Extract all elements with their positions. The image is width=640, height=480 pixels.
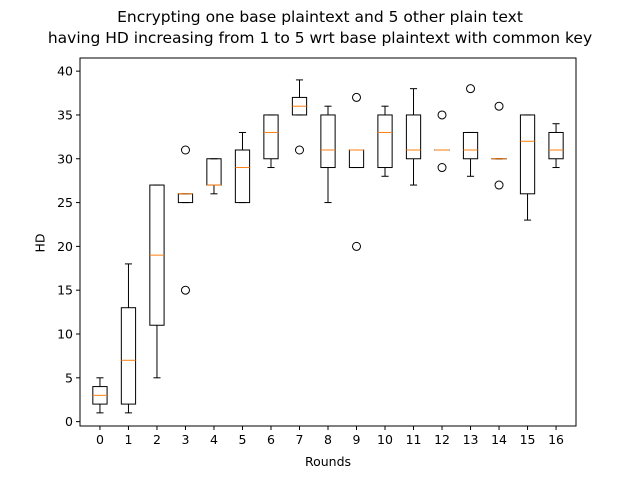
y-axis: 0 5 10 15 20 25 30 35 40 bbox=[57, 64, 80, 429]
x-tick-label: 1 bbox=[124, 432, 132, 447]
x-tick-label: 11 bbox=[406, 432, 422, 447]
outlier-point bbox=[437, 163, 447, 173]
box-round-12 bbox=[434, 110, 450, 173]
box-round-9 bbox=[348, 92, 365, 251]
y-tick-label: 25 bbox=[57, 195, 73, 210]
box-round-2 bbox=[149, 184, 165, 379]
iqr-box bbox=[548, 131, 564, 160]
y-tick-label: 5 bbox=[65, 370, 73, 385]
outlier-point bbox=[352, 92, 362, 102]
y-tick-label: 10 bbox=[57, 327, 73, 342]
y-tick-label: 30 bbox=[57, 151, 73, 166]
box-round-10 bbox=[377, 105, 393, 177]
y-tick-label: 20 bbox=[57, 239, 73, 254]
y-axis-label: HD bbox=[32, 233, 48, 253]
outlier-point bbox=[180, 285, 190, 295]
x-axis-label: Rounds bbox=[304, 454, 352, 469]
iqr-box bbox=[206, 158, 222, 186]
box-round-6 bbox=[263, 114, 279, 169]
x-tick-label: 2 bbox=[153, 432, 161, 447]
y-tick-label: 35 bbox=[57, 107, 73, 122]
x-tick-label: 12 bbox=[434, 432, 450, 447]
box-round-4 bbox=[206, 158, 222, 195]
iqr-box bbox=[462, 131, 479, 160]
box-round-14 bbox=[491, 101, 507, 190]
box-series bbox=[92, 79, 564, 414]
iqr-box bbox=[234, 149, 251, 204]
y-tick-label: 15 bbox=[57, 283, 73, 298]
iqr-box bbox=[120, 307, 137, 405]
box-round-7 bbox=[291, 79, 308, 155]
x-tick-label: 15 bbox=[520, 432, 536, 447]
x-axis: 0 1 2 3 4 5 6 7 8 9 10 11 12 13 14 15 16 bbox=[96, 426, 564, 447]
iqr-box bbox=[377, 114, 393, 169]
chart-title-line-2: having HD increasing from 1 to 5 wrt bas… bbox=[47, 29, 593, 47]
x-tick-label: 6 bbox=[267, 432, 275, 447]
box-round-3 bbox=[177, 145, 194, 295]
x-tick-label: 13 bbox=[463, 432, 479, 447]
x-tick-label: 8 bbox=[324, 432, 332, 447]
x-tick-label: 9 bbox=[353, 432, 361, 447]
box-round-1 bbox=[120, 263, 137, 414]
iqr-box bbox=[348, 149, 365, 169]
iqr-box bbox=[320, 114, 336, 169]
y-tick-label: 0 bbox=[65, 414, 73, 429]
x-tick-label: 16 bbox=[548, 432, 564, 447]
box-round-0 bbox=[92, 377, 108, 414]
x-tick-label: 10 bbox=[377, 432, 393, 447]
x-tick-label: 7 bbox=[296, 432, 304, 447]
box-round-11 bbox=[405, 88, 422, 186]
outlier-point bbox=[494, 101, 504, 111]
iqr-box bbox=[263, 114, 279, 160]
iqr-box bbox=[177, 193, 194, 204]
outlier-point bbox=[180, 145, 190, 155]
box-round-15 bbox=[519, 114, 536, 221]
outlier-point bbox=[437, 110, 447, 120]
outlier-point bbox=[494, 180, 504, 190]
box-round-5 bbox=[234, 131, 251, 204]
x-tick-label: 0 bbox=[96, 432, 104, 447]
y-tick-label: 40 bbox=[57, 64, 73, 79]
x-tick-label: 5 bbox=[239, 432, 247, 447]
x-tick-label: 3 bbox=[181, 432, 189, 447]
outlier-point bbox=[466, 84, 476, 94]
x-tick-label: 4 bbox=[210, 432, 218, 447]
chart-title-line-1: Encrypting one base plaintext and 5 othe… bbox=[117, 8, 523, 26]
box-round-8 bbox=[320, 105, 336, 204]
iqr-box bbox=[519, 114, 536, 195]
outlier-point bbox=[294, 145, 304, 155]
outlier-point bbox=[352, 241, 362, 251]
box-round-13 bbox=[462, 84, 479, 177]
iqr-box bbox=[405, 114, 422, 160]
box-round-16 bbox=[548, 123, 564, 169]
x-tick-label: 14 bbox=[491, 432, 507, 447]
